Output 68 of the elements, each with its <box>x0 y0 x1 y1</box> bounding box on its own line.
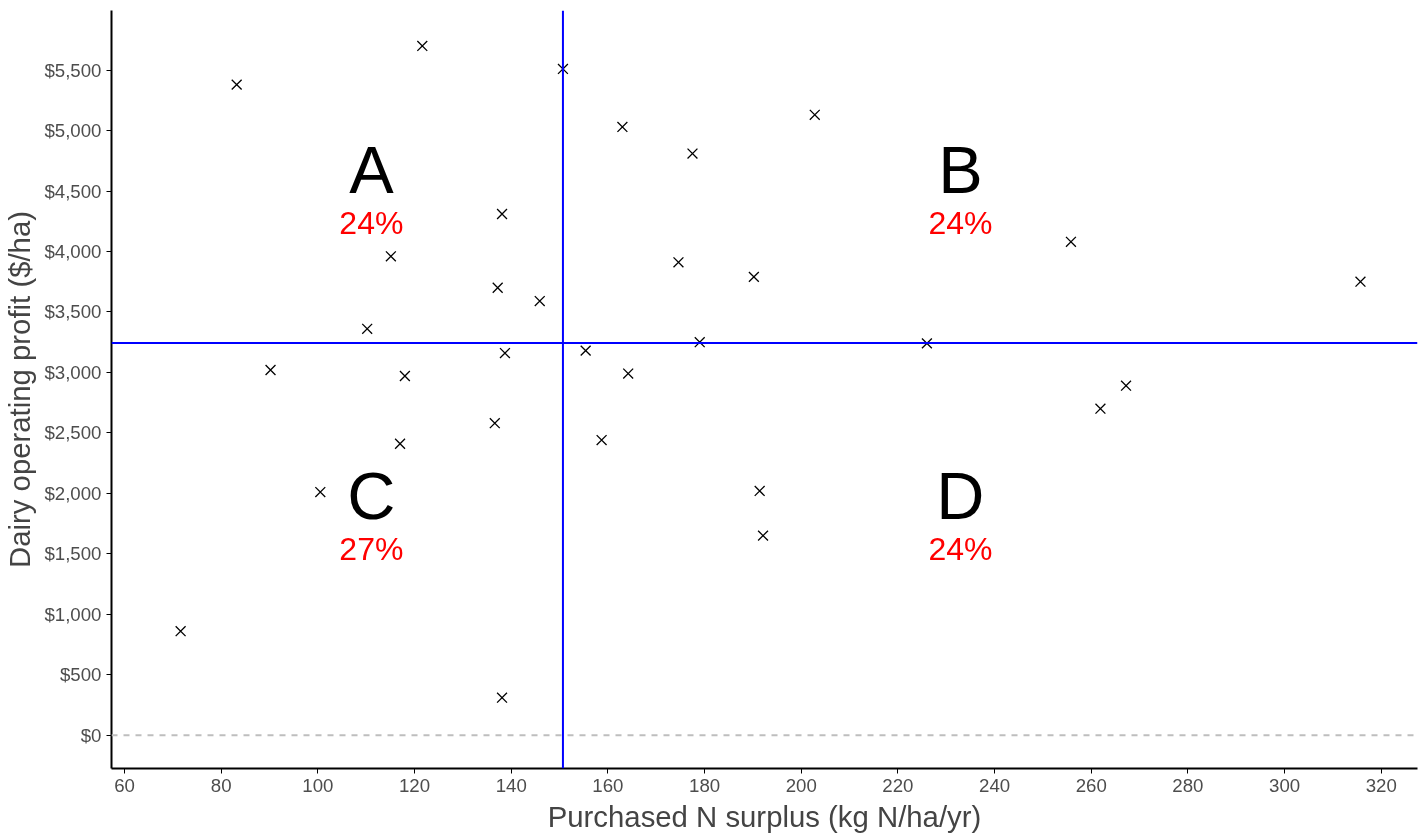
point <box>264 364 277 376</box>
y-tick-label: $4,500 <box>44 180 102 202</box>
annotation: D <box>936 458 985 533</box>
point <box>499 347 511 359</box>
annotation: A <box>349 132 395 207</box>
point <box>694 336 706 348</box>
y-tick-label: $2,500 <box>44 422 102 444</box>
point <box>496 208 508 220</box>
annotation: 24% <box>339 204 404 241</box>
point <box>489 417 501 429</box>
x-tick-label: 60 <box>114 774 135 796</box>
x-tick-label: 320 <box>1365 774 1397 796</box>
y-tick-label: $4,000 <box>44 240 102 262</box>
y-axis-title: Dairy operating profit ($/ha) <box>3 211 37 568</box>
point <box>557 63 569 75</box>
point <box>492 282 504 294</box>
annotation: 27% <box>339 530 404 567</box>
annotation: C <box>347 458 396 533</box>
y-tick-label: $5,500 <box>44 59 102 81</box>
x-tick-label: 260 <box>1075 774 1107 796</box>
point <box>394 438 406 450</box>
x-tick-label: 120 <box>398 774 431 796</box>
y-tick-label: $3,500 <box>44 301 102 323</box>
x-tick-label: 160 <box>592 774 624 796</box>
y-tick-label: $0 <box>80 724 102 746</box>
point <box>580 345 592 357</box>
x-tick-label: 220 <box>882 774 914 796</box>
y-tick-label: $1,500 <box>44 543 102 565</box>
x-tick-label: 200 <box>785 774 817 796</box>
point <box>231 79 243 91</box>
x-tick-label: 140 <box>495 774 527 796</box>
y-tick-label: $2,000 <box>44 482 102 504</box>
point <box>314 486 326 498</box>
point <box>1094 403 1107 415</box>
x-tick-label: 100 <box>302 774 334 796</box>
x-tick-label: 300 <box>1269 774 1301 796</box>
point <box>175 625 187 637</box>
x-tick-label: 280 <box>1172 774 1204 796</box>
point <box>1120 380 1132 392</box>
point <box>757 530 769 542</box>
point <box>496 692 508 704</box>
annotation: 24% <box>928 204 993 241</box>
point <box>672 256 685 268</box>
point <box>416 40 428 52</box>
point <box>385 250 397 262</box>
x-tick-label: 180 <box>689 774 721 796</box>
y-tick-label: $1,000 <box>44 603 102 625</box>
y-tick-label: $5,000 <box>44 120 102 142</box>
point <box>622 368 634 380</box>
point <box>361 323 373 335</box>
point <box>596 434 608 446</box>
point <box>686 147 699 160</box>
point <box>1065 236 1077 248</box>
annotation: B <box>938 132 983 207</box>
point <box>1354 276 1367 288</box>
point <box>921 337 933 349</box>
x-tick-label: 80 <box>210 774 232 796</box>
point <box>754 485 766 497</box>
y-tick-label: $500 <box>60 664 102 686</box>
point <box>534 295 546 307</box>
point <box>809 109 821 121</box>
y-tick-label: $3,000 <box>44 361 102 383</box>
point <box>748 271 760 283</box>
annotation: 24% <box>928 530 993 567</box>
x-tick-label: 240 <box>979 774 1011 796</box>
x-axis-title: Purchased N surplus (kg N/ha/yr) <box>547 799 982 833</box>
point <box>399 370 411 382</box>
point <box>616 121 628 133</box>
